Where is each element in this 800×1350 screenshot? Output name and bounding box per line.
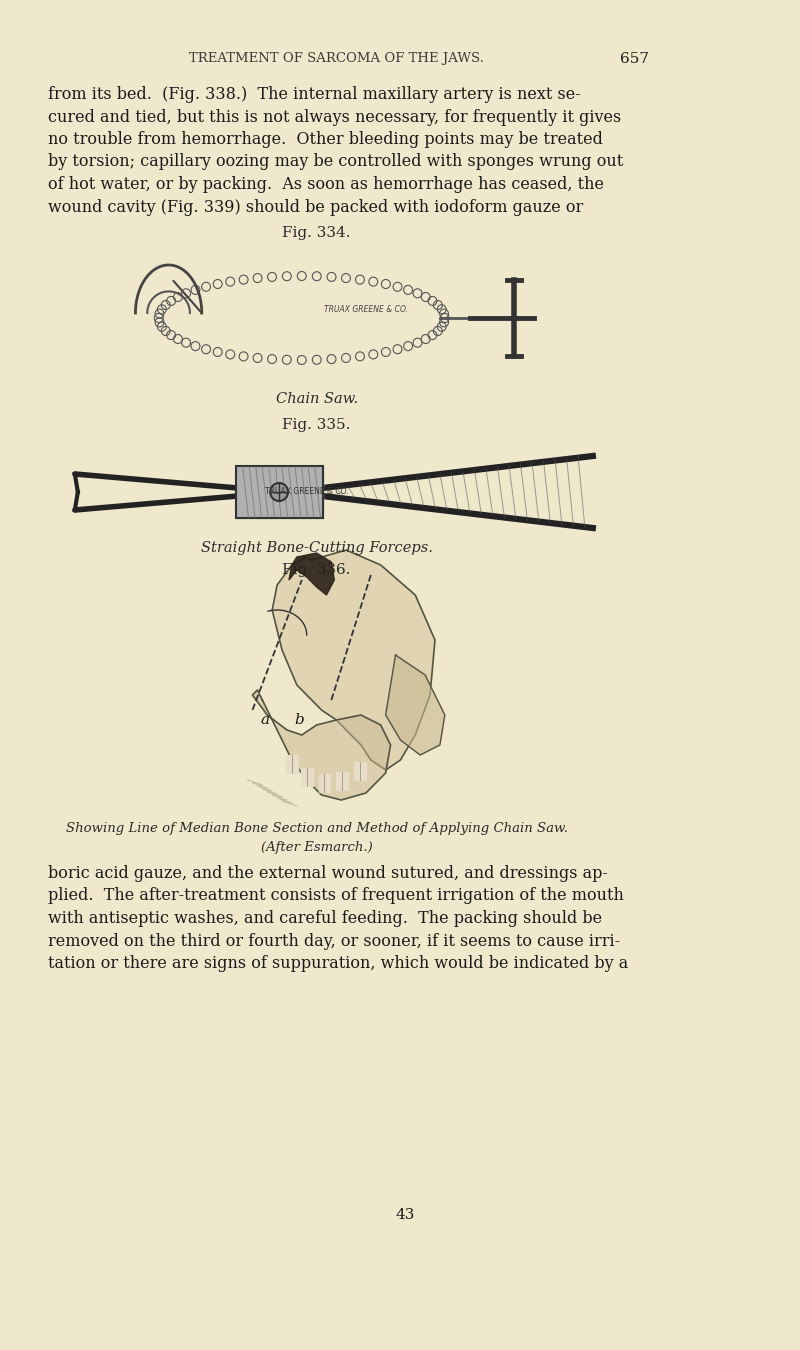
Text: (After Esmarch.): (After Esmarch.) [261,841,373,855]
Text: removed on the third or fourth day, or sooner, if it seems to cause irri-: removed on the third or fourth day, or s… [48,933,620,949]
Text: TRUAX GREENE & CO.: TRUAX GREENE & CO. [324,305,408,315]
Text: Showing Line of Median Bone Section and Method of Applying Chain Saw.: Showing Line of Median Bone Section and … [66,822,567,836]
Bar [318,774,330,792]
Text: wound cavity (Fig. 339) should be packed with iodoform gauze or: wound cavity (Fig. 339) should be packed… [48,198,583,216]
Text: Chain Saw.: Chain Saw. [275,392,358,406]
Text: cured and tied, but this is not always necessary, for frequently it gives: cured and tied, but this is not always n… [48,108,622,126]
Text: with antiseptic washes, and careful feeding.  The packing should be: with antiseptic washes, and careful feed… [48,910,602,927]
Text: boric acid gauze, and the external wound sutured, and dressings ap-: boric acid gauze, and the external wound… [48,865,608,882]
Text: Fig. 336.: Fig. 336. [282,563,351,576]
Bar [336,772,348,790]
Text: 657: 657 [621,53,650,66]
Polygon shape [272,549,435,769]
Polygon shape [289,554,334,595]
Bar [301,768,313,786]
Text: a: a [261,713,270,728]
Text: plied.  The after-treatment consists of frequent irrigation of the mouth: plied. The after-treatment consists of f… [48,887,624,905]
Circle shape [270,483,288,501]
Bar [236,466,322,518]
Bar [286,755,298,774]
Text: TRUAX GREENE & CO.: TRUAX GREENE & CO. [265,487,349,497]
Bar [236,466,322,518]
Polygon shape [253,690,390,801]
Text: of hot water, or by packing.  As soon as hemorrhage has ceased, the: of hot water, or by packing. As soon as … [48,176,604,193]
Text: Fig. 335.: Fig. 335. [282,418,350,432]
Text: by torsion; capillary oozing may be controlled with sponges wrung out: by torsion; capillary oozing may be cont… [48,154,623,170]
Text: TREATMENT OF SARCOMA OF THE JAWS.: TREATMENT OF SARCOMA OF THE JAWS. [189,53,484,65]
Polygon shape [386,655,445,755]
Text: from its bed.  (Fig. 338.)  The internal maxillary artery is next se-: from its bed. (Fig. 338.) The internal m… [48,86,581,103]
Bar [354,761,366,780]
Text: Straight Bone-Cutting Forceps.: Straight Bone-Cutting Forceps. [201,541,433,555]
Text: 43: 43 [396,1208,415,1222]
Text: no trouble from hemorrhage.  Other bleeding points may be treated: no trouble from hemorrhage. Other bleedi… [48,131,603,148]
Text: Fig. 334.: Fig. 334. [282,225,351,240]
Text: b: b [294,713,304,728]
Text: tation or there are signs of suppuration, which would be indicated by a: tation or there are signs of suppuration… [48,954,629,972]
